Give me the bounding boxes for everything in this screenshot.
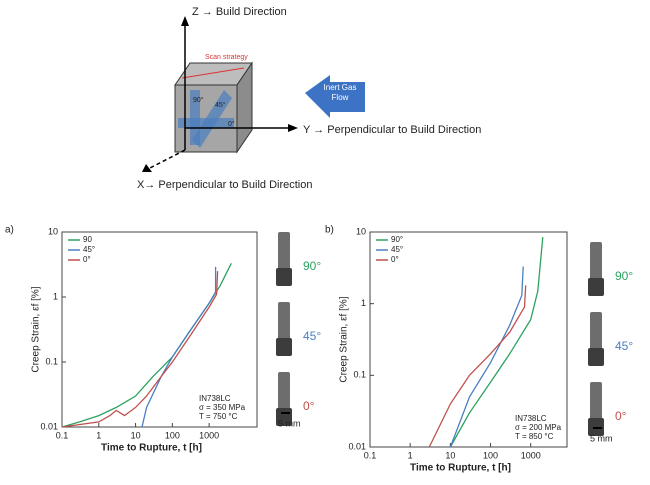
angle-label: 0°: [228, 120, 235, 128]
specimen-label: 0°: [615, 409, 627, 423]
panel-label: b): [325, 225, 334, 236]
series-line: [61, 271, 219, 428]
specimen-thread: [276, 338, 292, 356]
legend-label: 0°: [391, 255, 399, 264]
specimen-label: 0°: [303, 399, 315, 413]
specimen-label: 90°: [615, 269, 633, 283]
x-tick-label: 100: [165, 430, 180, 440]
series-line: [141, 266, 217, 428]
annotation: σ = 200 MPa: [515, 423, 562, 432]
specimen-label: 45°: [615, 339, 633, 353]
y-tick-label: 1: [53, 291, 58, 301]
scale-label: 5 mm: [278, 418, 301, 428]
specimen-thread: [588, 278, 604, 296]
y-tick-label: 1: [361, 298, 366, 308]
x-tick-label: 100: [483, 450, 498, 460]
x-tick-label: 0.1: [56, 430, 69, 440]
x-tick-label: 10: [131, 430, 141, 440]
annotation: IN738LC: [515, 414, 547, 423]
plot-area: [369, 231, 568, 448]
y-tick-label: 10: [48, 226, 58, 236]
x-axis-title: Time to Rupture, t [h]: [410, 463, 511, 474]
x-tick-label: 0.1: [364, 450, 377, 460]
y-axis-title: Creep Strain, εf [%]: [31, 286, 42, 372]
y-tick-label: 0.01: [40, 421, 58, 431]
y-axis-label: Y → Perpendicular to Build Direction: [303, 124, 481, 136]
plot-area: [61, 231, 258, 428]
y-tick-label: 10: [356, 226, 366, 236]
annotation: T = 850 °C: [515, 432, 554, 441]
x-tick-label: 10: [445, 450, 455, 460]
specimen-label: 45°: [303, 329, 321, 343]
specimen-thread: [276, 268, 292, 286]
z-axis-label: Z → Build Direction: [192, 6, 287, 18]
y-tick-label: 0.1: [353, 370, 366, 380]
x-tick-label: 1: [96, 430, 101, 440]
annotation: T = 750 °C: [199, 412, 238, 421]
y-tick-label: 0.1: [45, 356, 58, 366]
legend-label: 90: [83, 235, 92, 244]
legend-label: 45°: [391, 245, 403, 254]
specimen-thread: [588, 348, 604, 366]
series-line: [428, 285, 527, 448]
annotation: σ = 350 MPa: [199, 403, 246, 412]
angle-label: 90°: [193, 96, 204, 104]
legend-label: 45°: [83, 245, 95, 254]
legend-label: 90°: [391, 235, 403, 244]
scale-label: 5 mm: [590, 433, 613, 443]
y-axis-title: Creep Strain, εf [%]: [339, 296, 350, 382]
annotation: IN738LC: [199, 394, 231, 403]
panel-label: a): [5, 225, 14, 236]
y-tick-label: 0.01: [348, 441, 366, 451]
legend-label: 0°: [83, 255, 91, 264]
x-tick-label: 1000: [199, 430, 219, 440]
scan-label: Scan strategy: [205, 54, 248, 61]
gas-flow-label: Inert Gas Flow: [323, 83, 357, 102]
x-axis-label: X→ Perpendicular to Build Direction: [137, 179, 312, 191]
angle-label: 45°: [215, 101, 226, 109]
cube: [142, 16, 365, 172]
x-tick-label: 1: [408, 450, 413, 460]
x-axis-title: Time to Rupture, t [h]: [101, 443, 202, 454]
x-tick-label: 1000: [521, 450, 541, 460]
specimen-label: 90°: [303, 259, 321, 273]
series-line: [449, 237, 544, 448]
